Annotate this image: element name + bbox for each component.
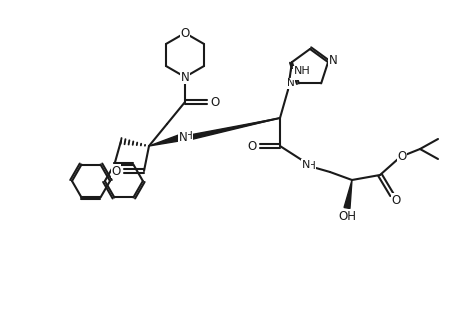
Polygon shape — [186, 118, 279, 140]
Text: N: N — [286, 78, 294, 88]
Text: N: N — [178, 130, 187, 144]
Text: N: N — [180, 71, 189, 83]
Text: H: H — [308, 161, 315, 171]
Polygon shape — [149, 135, 179, 146]
Polygon shape — [343, 180, 351, 209]
Text: H: H — [292, 70, 300, 79]
Text: O: O — [210, 96, 219, 109]
Text: N: N — [328, 54, 337, 67]
Text: O: O — [111, 165, 121, 177]
Text: O: O — [390, 194, 400, 207]
Text: O: O — [396, 150, 406, 163]
Text: N: N — [301, 160, 309, 170]
Text: O: O — [180, 26, 189, 39]
Text: O: O — [247, 139, 256, 153]
Text: OH: OH — [337, 210, 355, 222]
Text: NH: NH — [293, 67, 309, 76]
Text: H: H — [185, 131, 192, 141]
